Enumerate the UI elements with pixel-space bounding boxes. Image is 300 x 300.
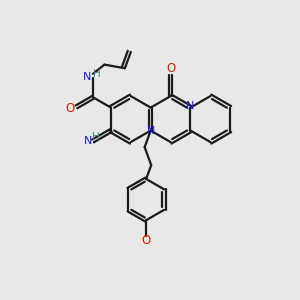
Text: H: H <box>92 132 99 142</box>
Text: O: O <box>166 62 175 75</box>
Text: O: O <box>142 234 151 247</box>
Text: O: O <box>65 102 75 115</box>
Text: N: N <box>186 101 194 111</box>
Text: H: H <box>93 69 101 79</box>
Text: N: N <box>84 136 92 146</box>
Text: N: N <box>82 72 91 82</box>
Text: N: N <box>146 126 155 136</box>
